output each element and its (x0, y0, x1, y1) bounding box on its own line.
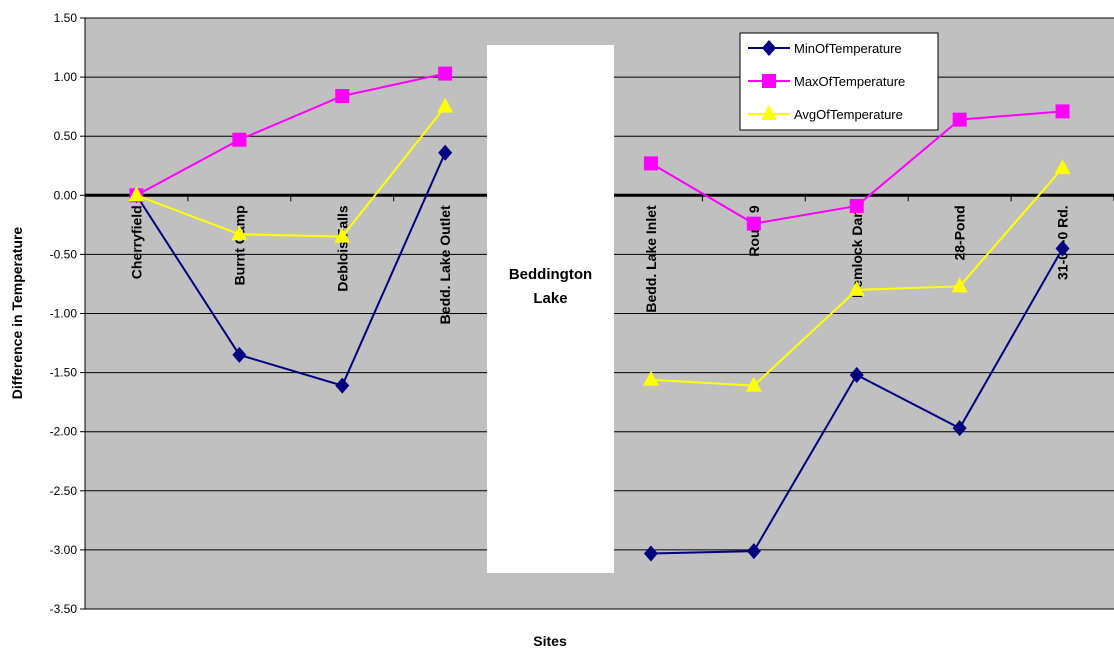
marker (745, 376, 762, 392)
marker (952, 112, 967, 127)
y-tick-label: 1.50 (54, 11, 78, 25)
marker (335, 89, 350, 104)
marker (643, 156, 658, 171)
marker (438, 66, 453, 81)
y-tick-label: -2.50 (50, 484, 78, 498)
marker (746, 216, 761, 231)
x-axis-title: Sites (533, 633, 567, 649)
lake-box: Beddington Lake (487, 45, 614, 573)
marker (951, 277, 968, 293)
y-tick-label: 0.00 (54, 188, 78, 202)
x-tick-label: Hemlock Dam (849, 205, 865, 298)
marker (437, 97, 454, 113)
marker (642, 370, 659, 386)
marker (643, 545, 658, 562)
marker (1055, 104, 1070, 119)
marker (762, 40, 776, 56)
y-tick-label: 1.00 (54, 70, 78, 84)
y-tick-label: 0.50 (54, 129, 78, 143)
y-tick-label: -1.00 (50, 307, 78, 321)
marker (335, 377, 350, 394)
marker (232, 132, 247, 147)
marker (334, 227, 351, 243)
y-tick-label: -0.50 (50, 247, 78, 261)
x-tick-label: Bedd. Lake Outlet (437, 205, 453, 324)
legend-label: MaxOfTemperature (794, 74, 905, 89)
y-tick-label: -3.00 (50, 543, 78, 557)
x-tick-label: Burnt Camp (231, 205, 247, 285)
y-tick-label: -3.50 (50, 602, 78, 616)
legend-label: AvgOfTemperature (794, 107, 903, 122)
x-tick-label: Bedd. Lake Inlet (643, 205, 659, 313)
marker (849, 366, 864, 383)
marker (1054, 159, 1071, 175)
marker (438, 144, 453, 161)
marker (128, 186, 145, 202)
marker (232, 346, 247, 363)
marker (1055, 240, 1070, 257)
legend-label: MinOfTemperature (794, 41, 902, 56)
x-tick-label: Deblois Falls (334, 205, 350, 292)
marker (848, 280, 865, 296)
marker (952, 420, 967, 437)
marker (746, 543, 761, 560)
marker (762, 74, 776, 88)
marker (761, 105, 777, 120)
y-tick-label: -2.00 (50, 425, 78, 439)
y-tick-label: -1.50 (50, 366, 78, 380)
x-tick-label: 28-Pond (952, 205, 968, 260)
y-axis-title: Difference in Temperature (9, 227, 25, 400)
x-tick-label: Route 9 (746, 205, 762, 257)
x-tick-label: Cherryfield (128, 205, 144, 279)
lake-label: Beddington Lake (508, 266, 593, 307)
marker (849, 198, 864, 213)
marker (231, 225, 248, 241)
